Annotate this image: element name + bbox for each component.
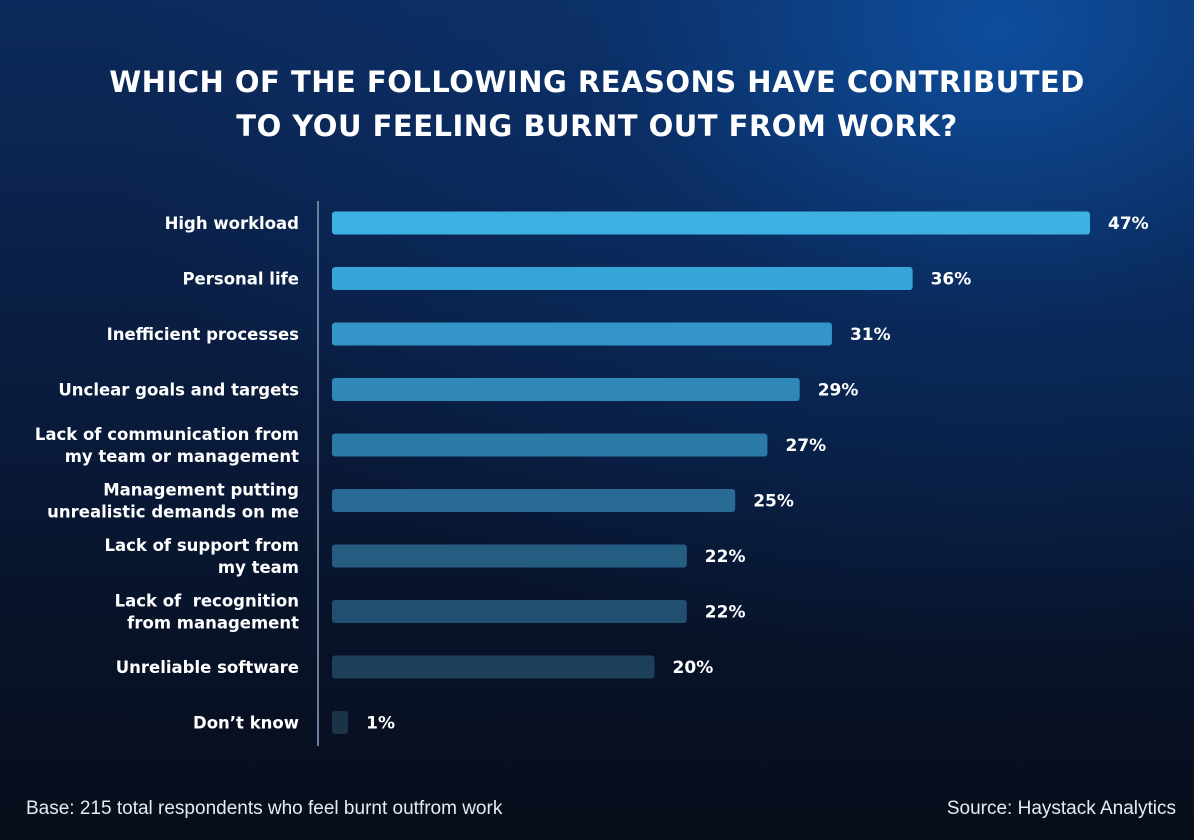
category-label-7-line-1: Lack of support from: [104, 536, 299, 555]
category-label-2: Personal life: [182, 270, 299, 289]
bar-3: [332, 322, 832, 346]
value-label-2: 36%: [931, 270, 972, 290]
category-label-4: Unclear goals and targets: [58, 381, 299, 400]
category-label-1: High workload: [165, 214, 299, 233]
chart-title: WHICH OF THE FOLLOWING REASONS HAVE CONT…: [0, 60, 1194, 148]
bar-2: [332, 267, 913, 290]
value-label-8: 22%: [705, 603, 746, 623]
source-note: Source: Haystack Analytics: [946, 798, 1176, 819]
bar-4: [332, 378, 800, 401]
value-label-5: 27%: [785, 436, 826, 456]
chart-title-line-1: WHICH OF THE FOLLOWING REASONS HAVE CONT…: [109, 65, 1085, 99]
value-label-6: 25%: [753, 492, 794, 512]
bar-6: [332, 489, 736, 512]
bar-9: [332, 655, 655, 679]
bar-5: [332, 433, 768, 457]
base-note: Base: 215 total respondents who feel bur…: [26, 798, 503, 819]
bar-1: [332, 211, 1090, 235]
value-label-10: 1%: [366, 714, 395, 734]
bar-7: [332, 544, 687, 568]
bar-10: [332, 711, 349, 734]
bar-8: [332, 600, 687, 623]
category-label-5-line-2: my team or management: [65, 447, 299, 466]
category-label-7-line-2: my team: [218, 558, 299, 577]
value-label-7: 22%: [705, 547, 746, 567]
category-label-5-line-1: Lack of communication from: [35, 425, 299, 444]
category-label-8-line-2: from management: [127, 614, 299, 633]
category-label-6-line-2: unrealistic demands on me: [47, 503, 299, 522]
category-label-6-line-1: Management putting: [103, 481, 299, 500]
value-label-4: 29%: [818, 381, 859, 401]
category-label-10: Don’t know: [193, 714, 299, 733]
value-label-3: 31%: [850, 325, 891, 345]
category-label-3: Inefficient processes: [107, 325, 300, 344]
category-label-9: Unreliable software: [116, 658, 299, 677]
value-label-1: 47%: [1108, 214, 1149, 234]
category-label-8-line-1: Lack of recognition: [115, 592, 299, 611]
chart-title-line-2: TO YOU FEELING BURNT OUT FROM WORK?: [236, 109, 958, 143]
value-label-9: 20%: [673, 658, 714, 678]
